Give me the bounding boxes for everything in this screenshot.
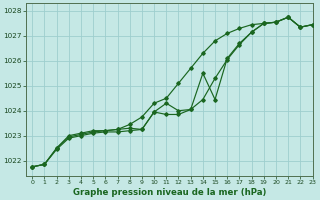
X-axis label: Graphe pression niveau de la mer (hPa): Graphe pression niveau de la mer (hPa) (73, 188, 266, 197)
